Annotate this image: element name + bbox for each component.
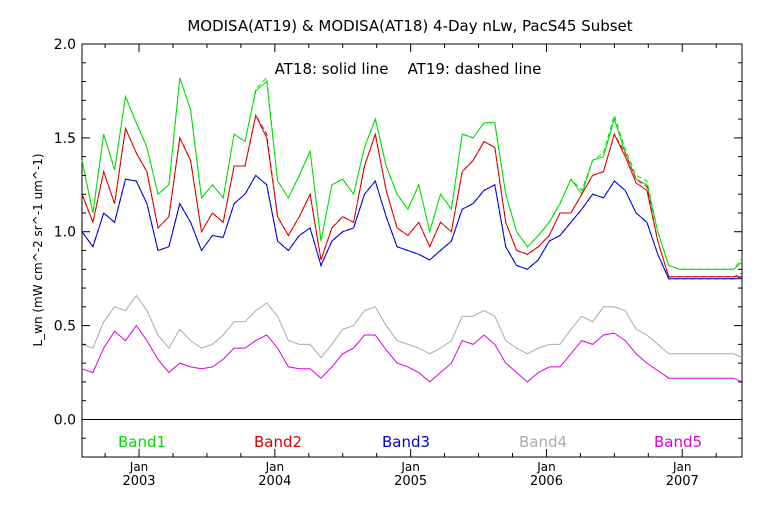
x-tick-year-label: 2005 bbox=[394, 474, 427, 489]
chart-annotation: AT18: solid line AT19: dashed line bbox=[275, 60, 542, 78]
x-tick-year-label: 2006 bbox=[530, 474, 563, 489]
y-tick-label: 0.0 bbox=[54, 412, 76, 428]
x-tick-month-label: Jan bbox=[400, 460, 420, 474]
y-tick-label: 1.5 bbox=[54, 131, 76, 147]
legend-label-band2: Band2 bbox=[254, 433, 302, 451]
y-tick-label: 1.0 bbox=[54, 225, 76, 241]
chart-title: MODISA(AT19) & MODISA(AT18) 4-Day nLw, P… bbox=[187, 17, 632, 35]
legend-label-band4: Band4 bbox=[519, 433, 567, 451]
y-axis-label: L_wn (mW cm^-2 sr^-1 um^-1) bbox=[31, 153, 45, 346]
series-line-band5 bbox=[81, 324, 743, 383]
series-line-band1 bbox=[81, 77, 743, 270]
x-tick-year-label: 2003 bbox=[122, 474, 155, 489]
series-line-band4 bbox=[81, 294, 743, 359]
x-tick-month-label: Jan bbox=[536, 460, 556, 474]
legend-label-band1: Band1 bbox=[118, 433, 166, 451]
x-tick-month-label: Jan bbox=[265, 460, 285, 474]
plot-frame bbox=[81, 43, 743, 458]
y-tick-label: 2.0 bbox=[54, 37, 76, 53]
x-tick-year-label: 2004 bbox=[258, 474, 291, 489]
x-tick-year-label: 2007 bbox=[666, 474, 699, 489]
series-dashed-line-band3 bbox=[81, 174, 743, 280]
legend-label-band5: Band5 bbox=[654, 433, 702, 451]
series-dashed-line-band2 bbox=[81, 113, 743, 278]
x-tick-month-label: Jan bbox=[129, 460, 149, 474]
y-tick-label: 0.5 bbox=[54, 319, 76, 335]
series-line-band3 bbox=[81, 174, 742, 280]
series-dashed-line-band1 bbox=[81, 76, 743, 270]
legend-label-band3: Band3 bbox=[382, 433, 430, 451]
x-tick-month-label: Jan bbox=[672, 460, 692, 474]
